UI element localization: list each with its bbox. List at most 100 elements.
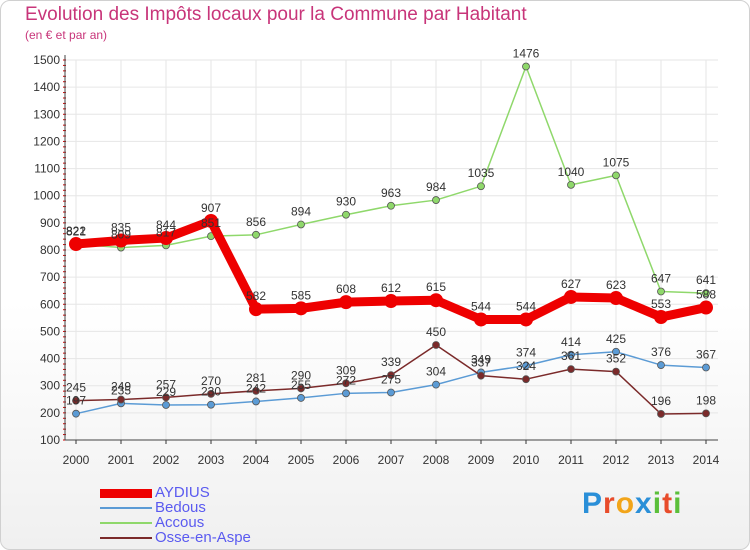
data-label-bedous: 367 — [696, 348, 716, 362]
data-label-aydius: 612 — [381, 281, 401, 295]
data-label-accous: 856 — [246, 215, 266, 229]
x-tick-label: 2010 — [513, 453, 540, 467]
data-label-accous: 1476 — [513, 47, 540, 61]
data-label-accous: 984 — [426, 180, 446, 194]
data-label-bedous: 272 — [336, 373, 356, 387]
data-label-aydius: 627 — [561, 277, 581, 291]
y-tick-label: 1000 — [33, 189, 60, 203]
data-point-osse-en-aspe — [207, 389, 215, 398]
data-label-bedous: 230 — [201, 385, 221, 399]
x-tick-label: 2014 — [693, 453, 720, 467]
data-point-accous — [342, 210, 350, 219]
data-point-accous — [567, 180, 575, 189]
legend-label: Bedous — [155, 499, 206, 516]
data-label-accous: 809 — [111, 228, 131, 242]
x-tick-label: 2004 — [243, 453, 270, 467]
data-label-aydius: 544 — [471, 299, 491, 313]
data-label-osse-en-aspe: 281 — [246, 371, 266, 385]
data-label-bedous: 197 — [66, 394, 86, 408]
data-point-osse-en-aspe — [342, 379, 350, 388]
data-point-aydius — [519, 312, 533, 327]
data-point-accous — [297, 220, 305, 229]
y-tick-label: 800 — [40, 243, 60, 257]
data-label-osse-en-aspe: 249 — [111, 380, 131, 394]
data-label-bedous: 414 — [561, 335, 581, 349]
data-point-aydius — [294, 301, 308, 316]
grid — [65, 59, 718, 441]
y-tick-label: 900 — [40, 216, 60, 230]
data-label-bedous: 229 — [156, 385, 176, 399]
y-tick-label: 1500 — [33, 53, 60, 67]
data-label-accous: 1035 — [468, 166, 495, 180]
x-tick-label: 2011 — [558, 453, 584, 467]
data-label-aydius: 907 — [201, 201, 221, 215]
data-label-bedous: 242 — [246, 381, 266, 395]
data-label-osse-en-aspe: 309 — [336, 363, 356, 377]
data-label-accous: 851 — [201, 216, 221, 230]
data-point-osse-en-aspe — [117, 395, 125, 404]
x-tick-label: 2003 — [198, 453, 225, 467]
data-point-osse-en-aspe — [477, 371, 485, 380]
data-point-bedous — [702, 363, 710, 372]
data-point-aydius — [249, 302, 263, 317]
data-point-osse-en-aspe — [432, 341, 440, 349]
data-label-accous: 817 — [156, 225, 176, 239]
legend-label: AYDIUS — [155, 484, 210, 501]
data-point-accous — [522, 62, 530, 71]
data-point-bedous — [567, 350, 575, 359]
logo-letter: P — [582, 487, 604, 520]
y-tick-label: 1100 — [34, 162, 60, 176]
data-label-osse-en-aspe: 352 — [606, 352, 626, 366]
data-label-osse-en-aspe: 257 — [156, 377, 176, 391]
data-label-osse-en-aspe: 290 — [291, 368, 311, 382]
y-tick-label: 600 — [40, 297, 60, 311]
data-label-bedous: 255 — [291, 378, 311, 392]
logo-letter: t — [662, 487, 674, 520]
data-label-osse-en-aspe: 337 — [471, 356, 491, 370]
data-point-aydius — [564, 289, 578, 304]
x-tick-label: 2013 — [648, 453, 675, 467]
data-point-bedous — [522, 361, 530, 370]
data-label-accous: 963 — [381, 186, 401, 200]
data-point-bedous — [207, 400, 215, 409]
data-label-aydius: 822 — [66, 224, 86, 238]
data-label-aydius: 623 — [606, 278, 626, 292]
data-point-bedous — [162, 401, 170, 409]
x-tick-label: 2012 — [603, 453, 630, 467]
data-label-osse-en-aspe: 324 — [516, 359, 536, 373]
data-point-aydius — [474, 312, 488, 327]
y-tick-label: 300 — [40, 379, 60, 393]
data-point-aydius — [114, 233, 128, 248]
data-point-osse-en-aspe — [72, 396, 80, 405]
data-point-osse-en-aspe — [522, 375, 530, 384]
data-label-accous: 930 — [336, 195, 356, 209]
chart-subtitle: (en € et par an) — [25, 28, 108, 42]
data-point-accous — [387, 201, 395, 210]
logo-letter: o — [615, 487, 636, 520]
y-tick-label: 1400 — [33, 80, 60, 94]
data-point-accous — [657, 287, 665, 296]
logo-letter: r — [603, 487, 616, 520]
data-point-aydius — [339, 295, 353, 310]
proxiti-logo: Proxiti — [582, 487, 682, 521]
data-point-aydius — [384, 294, 398, 309]
data-point-bedous — [432, 380, 440, 389]
data-label-osse-en-aspe: 361 — [561, 349, 581, 363]
data-label-aydius: 553 — [651, 297, 671, 311]
data-label-bedous: 374 — [516, 346, 536, 360]
data-point-osse-en-aspe — [702, 409, 710, 418]
data-label-aydius: 615 — [426, 280, 446, 294]
data-label-bedous: 235 — [111, 383, 131, 397]
data-label-bedous: 425 — [606, 332, 626, 346]
data-label-bedous: 304 — [426, 365, 446, 379]
data-point-osse-en-aspe — [297, 384, 305, 393]
logo-letter: i — [652, 487, 663, 520]
x-tick-label: 2002 — [153, 453, 180, 467]
x-tick-label: 2005 — [288, 453, 315, 467]
data-point-bedous — [612, 347, 620, 356]
data-label-osse-en-aspe: 198 — [696, 393, 716, 407]
x-tick-label: 2009 — [468, 453, 495, 467]
data-label-osse-en-aspe: 270 — [201, 374, 221, 388]
